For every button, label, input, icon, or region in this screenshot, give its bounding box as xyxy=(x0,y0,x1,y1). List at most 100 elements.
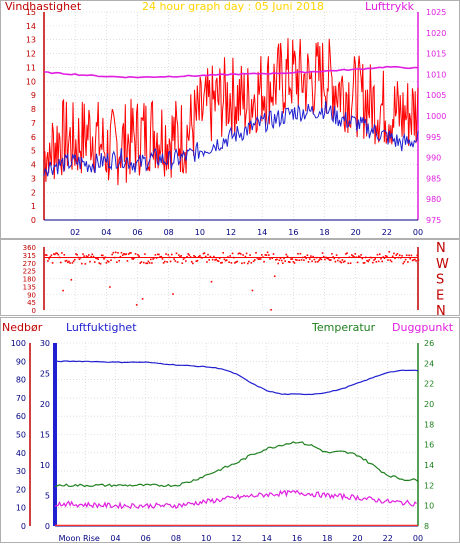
wind-x-tick-label: 20 xyxy=(351,228,361,237)
direction-point xyxy=(324,258,326,261)
direction-point xyxy=(254,259,256,261)
direction-point xyxy=(48,258,50,260)
wind-x-tick-label: 06 xyxy=(132,228,142,237)
direction-point xyxy=(208,259,210,261)
direction-point xyxy=(291,258,293,260)
climate-x-tick-label: 18 xyxy=(322,534,332,543)
direction-point xyxy=(179,256,181,258)
direction-point xyxy=(153,257,156,259)
direction-point xyxy=(245,252,248,255)
direction-point xyxy=(379,253,381,255)
direction-point xyxy=(234,262,236,264)
direction-point xyxy=(402,262,404,265)
direction-point xyxy=(266,251,269,254)
humidity-line xyxy=(54,360,419,396)
direction-y-tick-label: 90 xyxy=(27,291,36,299)
direction-point xyxy=(334,260,337,263)
humidity-y-tick-label: 30 xyxy=(16,467,26,476)
wind-y-tick-label: 9 xyxy=(31,91,36,100)
direction-point xyxy=(174,260,177,262)
direction-point xyxy=(409,257,411,260)
direction-point xyxy=(403,260,406,263)
direction-point xyxy=(74,258,76,261)
direction-point xyxy=(178,254,180,256)
direction-point xyxy=(132,258,134,260)
direction-point xyxy=(150,258,152,261)
direction-point xyxy=(112,251,115,254)
direction-point xyxy=(252,260,255,263)
direction-point xyxy=(160,255,163,258)
humidity-axis-label: Luftfuktighet xyxy=(66,321,137,334)
wind-y-tick-label: 3 xyxy=(31,174,36,183)
direction-point xyxy=(259,258,262,260)
wind-x-tick-label: 00 xyxy=(413,228,423,237)
direction-point xyxy=(144,253,146,255)
direction-point xyxy=(206,261,208,263)
temperature-line xyxy=(54,441,419,488)
direction-point xyxy=(148,262,151,264)
direction-point xyxy=(88,254,90,256)
direction-point xyxy=(56,252,59,255)
direction-point xyxy=(243,262,246,264)
direction-point xyxy=(272,253,275,255)
direction-point xyxy=(301,256,304,259)
direction-point xyxy=(77,256,80,259)
direction-point xyxy=(134,253,137,255)
direction-point xyxy=(270,309,272,311)
direction-point xyxy=(311,260,313,263)
direction-point xyxy=(330,259,332,261)
direction-point xyxy=(97,258,99,260)
temperature-y-tick-label: 26 xyxy=(424,339,434,348)
climate-x-tick-label: 00 xyxy=(413,534,423,543)
direction-point xyxy=(176,261,179,263)
pressure-y-tick-label: 1025 xyxy=(426,8,446,17)
direction-point xyxy=(362,262,365,264)
direction-point xyxy=(85,255,88,257)
direction-point xyxy=(199,254,201,257)
precipitation-y-tick-label: 20 xyxy=(40,400,50,409)
direction-point xyxy=(79,256,82,259)
direction-point xyxy=(81,262,83,265)
direction-point xyxy=(358,255,360,257)
direction-point xyxy=(297,253,299,255)
temperature-y-tick-label: 24 xyxy=(424,359,434,368)
direction-point xyxy=(143,261,145,264)
direction-point xyxy=(352,255,354,257)
direction-point xyxy=(106,260,109,262)
direction-point xyxy=(53,253,55,255)
direction-point xyxy=(104,256,106,259)
wind-y-tick-label: 7 xyxy=(31,119,36,128)
direction-point xyxy=(128,252,131,254)
direction-point xyxy=(312,255,314,258)
direction-point xyxy=(215,258,217,261)
direction-point xyxy=(339,260,341,263)
direction-point xyxy=(114,251,117,254)
wind-x-tick-label: 08 xyxy=(164,228,174,237)
direction-point xyxy=(44,254,47,256)
direction-point xyxy=(138,255,140,257)
direction-point xyxy=(412,259,415,261)
direction-point xyxy=(89,260,91,263)
direction-point xyxy=(196,259,199,262)
direction-point xyxy=(121,254,124,256)
direction-point xyxy=(398,254,401,256)
direction-point xyxy=(180,255,182,257)
direction-point xyxy=(258,258,261,260)
direction-point xyxy=(313,258,316,261)
direction-point xyxy=(261,254,263,256)
direction-point xyxy=(192,262,194,265)
direction-point xyxy=(91,253,94,256)
direction-point xyxy=(401,255,403,257)
direction-point xyxy=(407,261,409,263)
direction-point xyxy=(230,262,233,264)
direction-point xyxy=(264,254,267,256)
direction-point xyxy=(200,256,202,259)
direction-point xyxy=(231,252,234,255)
compass-label: W xyxy=(436,257,449,272)
direction-point xyxy=(99,263,102,265)
direction-point xyxy=(293,262,296,264)
wind-y-tick-label: 8 xyxy=(31,105,36,114)
direction-point xyxy=(67,261,69,264)
direction-point xyxy=(389,259,392,261)
direction-point xyxy=(386,255,388,258)
